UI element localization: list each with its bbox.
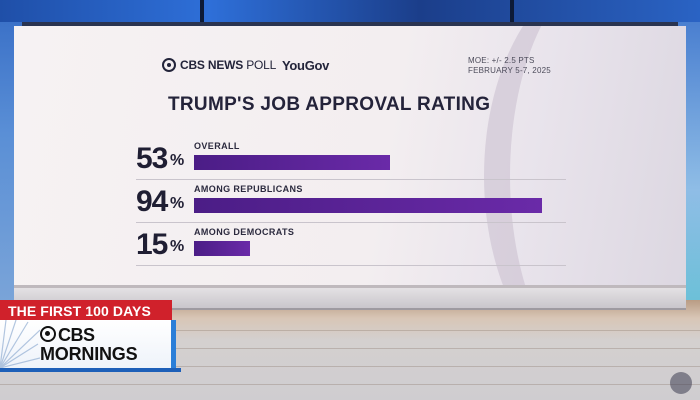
- bar: [194, 155, 390, 170]
- data-label: 15: [136, 228, 168, 261]
- percent-sign: %: [170, 238, 185, 255]
- data-label: 94: [136, 185, 168, 218]
- poll-meta: MOE: +/- 2.5 PTS FEBRUARY 5-7, 2025: [468, 56, 588, 76]
- segment-title: THE FIRST 100 DAYS: [8, 303, 151, 319]
- chart-row: 94% AMONG REPUBLICANS: [136, 181, 576, 223]
- sunburst-graphic: [0, 320, 40, 368]
- source-suffix: POLL: [246, 58, 277, 72]
- source-brand: CBS NEWS: [180, 58, 244, 72]
- bar: [194, 241, 250, 256]
- chart-row: 15% AMONG DEMOCRATS: [136, 224, 576, 266]
- data-label: 53: [136, 142, 168, 175]
- approval-bar-chart: 53% OVERALL 94% AMONG REPUBLICANS 15% AMONG D…: [136, 138, 576, 268]
- percent-sign: %: [170, 152, 185, 169]
- screen-base: [14, 288, 686, 310]
- category-label: AMONG DEMOCRATS: [194, 227, 295, 237]
- margin-of-error: MOE: +/- 2.5 PTS: [468, 56, 535, 65]
- studio-backdrop-top: [0, 0, 700, 22]
- show-name: MORNINGS: [40, 344, 138, 364]
- show-brand: CBS: [58, 325, 95, 345]
- cbs-news-poll-logo: CBS NEWS POLL: [162, 58, 276, 72]
- segment-banner: THE FIRST 100 DAYS: [0, 300, 172, 320]
- yougov-logo: YouGov: [282, 58, 330, 73]
- show-banner: [0, 320, 176, 368]
- poll-dates: FEBRUARY 5-7, 2025: [468, 66, 551, 75]
- chart-row: 53% OVERALL: [136, 138, 576, 180]
- chart-title: TRUMP'S JOB APPROVAL RATING: [168, 94, 491, 115]
- cbs-eye-icon: [40, 326, 56, 342]
- network-watermark-icon: [670, 372, 692, 394]
- row-separator: [136, 179, 566, 180]
- row-separator: [136, 222, 566, 223]
- category-label: AMONG REPUBLICANS: [194, 184, 303, 194]
- category-label: OVERALL: [194, 141, 240, 151]
- percent-sign: %: [170, 195, 185, 212]
- bar: [194, 198, 542, 213]
- cbs-eye-icon: [162, 58, 176, 72]
- row-separator: [136, 265, 566, 266]
- show-banner-accent: [0, 368, 181, 372]
